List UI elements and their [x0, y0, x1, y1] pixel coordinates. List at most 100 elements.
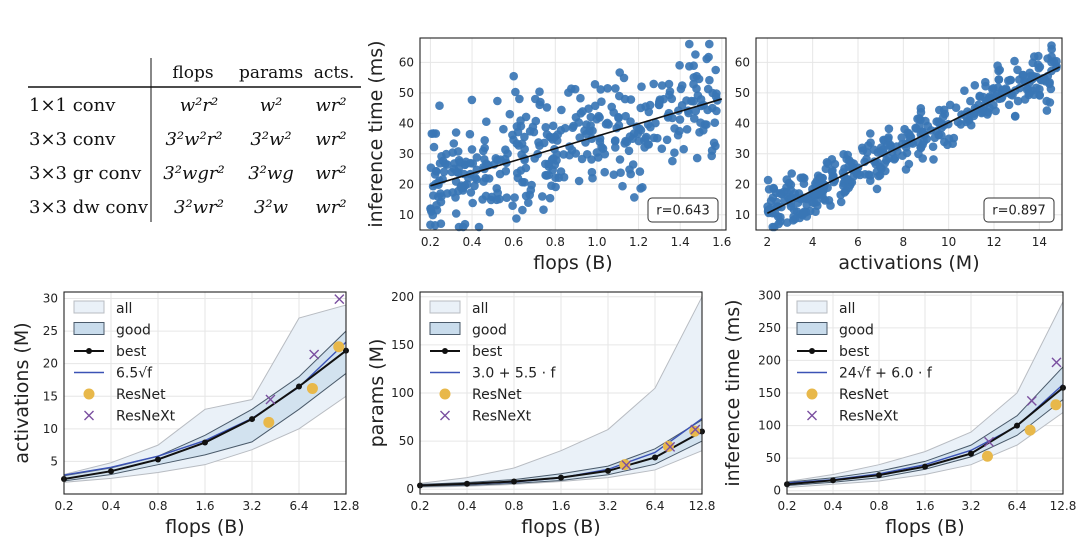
scatter-point: [511, 87, 520, 97]
scatter-point: [691, 106, 701, 116]
scatter-point: [929, 155, 938, 164]
resnet-point: [662, 440, 674, 452]
x-tick-label: 6.4: [1007, 499, 1026, 513]
scatter-point: [462, 180, 472, 189]
y-tick-label: 15: [43, 389, 58, 403]
scatter-point: [699, 126, 708, 135]
scatter-point: [805, 206, 815, 216]
scatter-point: [657, 81, 667, 90]
scatter-point: [951, 103, 961, 112]
table-cell-flops: 3²wr²: [174, 197, 224, 218]
scatter-point: [439, 167, 449, 177]
y-tick-label: 200: [758, 353, 781, 367]
resnet-point: [619, 459, 631, 471]
x-axis-label: flops (B): [533, 252, 612, 274]
scatter-point: [467, 95, 477, 105]
scatter-point: [771, 209, 780, 218]
x-tick-label: 8: [900, 235, 908, 249]
scatter-point: [492, 184, 502, 193]
table-cell-acts: wr²: [315, 197, 346, 218]
x-tick-label: 12: [986, 235, 1001, 249]
best-point: [968, 450, 974, 457]
resnext-point: [265, 394, 276, 405]
scatter-point: [970, 81, 980, 90]
legend-label-resnext: ResNeXt: [116, 409, 176, 425]
scatter-point: [676, 84, 686, 94]
y-tick-label: 60: [735, 55, 750, 69]
scatter-point: [636, 103, 645, 113]
scatter-point: [812, 197, 821, 207]
scatter-point: [550, 132, 560, 142]
table-cell-acts: wr²: [315, 129, 346, 150]
best-point: [249, 416, 255, 423]
y-tick-label: 10: [399, 208, 414, 222]
legend-label-all: all: [116, 301, 132, 317]
legend-label-best: best: [472, 344, 503, 360]
scatter-point: [455, 158, 465, 167]
scatter-point: [535, 141, 544, 150]
scatter-point: [664, 79, 674, 89]
scatter-point: [966, 96, 975, 106]
scatter-point: [625, 132, 635, 141]
scatter-point: [962, 117, 971, 127]
scatter-point: [432, 167, 441, 176]
best-point: [830, 477, 836, 484]
scatter-point: [556, 167, 566, 176]
scatter-point: [637, 82, 646, 91]
scatter-point: [615, 155, 625, 164]
legend-marker-best: [86, 348, 92, 354]
table-row-label: 1×1 conv: [29, 95, 116, 116]
scatter-point: [577, 154, 587, 164]
correlation-label: r=0.643: [656, 204, 709, 219]
plot-params: 0.2 0.4 0.8 1.6 3.2 6.4 12.8 0 50 100 150 200 flops …: [366, 290, 715, 538]
scatter-point: [587, 155, 596, 164]
legend-marker-resnext: [84, 410, 94, 421]
scatter-point: [866, 138, 875, 147]
scatter-point: [611, 143, 620, 152]
legend-label-fit: 3.0 + 5.5 · f: [472, 366, 557, 382]
y-tick-label: 60: [399, 55, 414, 69]
legend-label-all: all: [472, 301, 488, 317]
table-header-flops: flops: [172, 63, 213, 83]
scatter-point: [509, 71, 518, 81]
scatter-point: [603, 84, 612, 93]
scatter-point: [890, 153, 900, 163]
best-point: [652, 454, 658, 461]
scatter-point: [1032, 83, 1041, 93]
legend-swatch-all: [796, 300, 828, 314]
scatter-point: [830, 159, 840, 169]
scatter-point: [436, 219, 446, 228]
scatter-point: [492, 195, 502, 205]
scatter-point: [960, 86, 969, 95]
scatter-point: [624, 146, 634, 156]
scatter-point: [451, 128, 461, 137]
legend-label-resnext: ResNeXt: [839, 409, 899, 425]
y-tick-label: 25: [43, 324, 58, 338]
resnext-point: [621, 460, 632, 471]
resnet-point: [263, 416, 275, 428]
table-cell-params: 3²w: [254, 197, 289, 218]
scatter-point: [539, 205, 548, 214]
y-tick-label: 10: [735, 208, 750, 222]
scatter-point: [541, 159, 550, 169]
resnet-point: [1050, 399, 1062, 411]
y-tick-label: 0: [406, 482, 414, 496]
scatter-point: [609, 108, 618, 117]
scatter-point: [609, 170, 619, 179]
scatter-point: [1035, 91, 1044, 100]
x-tick-label: 12.8: [1050, 499, 1077, 513]
scatter-point: [510, 193, 519, 202]
scatter-point: [934, 130, 943, 140]
x-tick-label: 0.4: [823, 499, 842, 513]
y-tick-label: 20: [735, 177, 750, 191]
scatter-point: [989, 84, 998, 93]
scatter-point: [789, 205, 799, 214]
scatter-point: [616, 168, 625, 177]
scatter-point: [548, 121, 558, 131]
scatter-point: [481, 191, 491, 201]
scatter-point: [597, 97, 606, 106]
y-tick-label: 300: [758, 288, 781, 302]
best-point: [464, 480, 470, 487]
legend-swatch-good: [429, 322, 461, 335]
x-tick-label: 0.8: [148, 499, 167, 513]
